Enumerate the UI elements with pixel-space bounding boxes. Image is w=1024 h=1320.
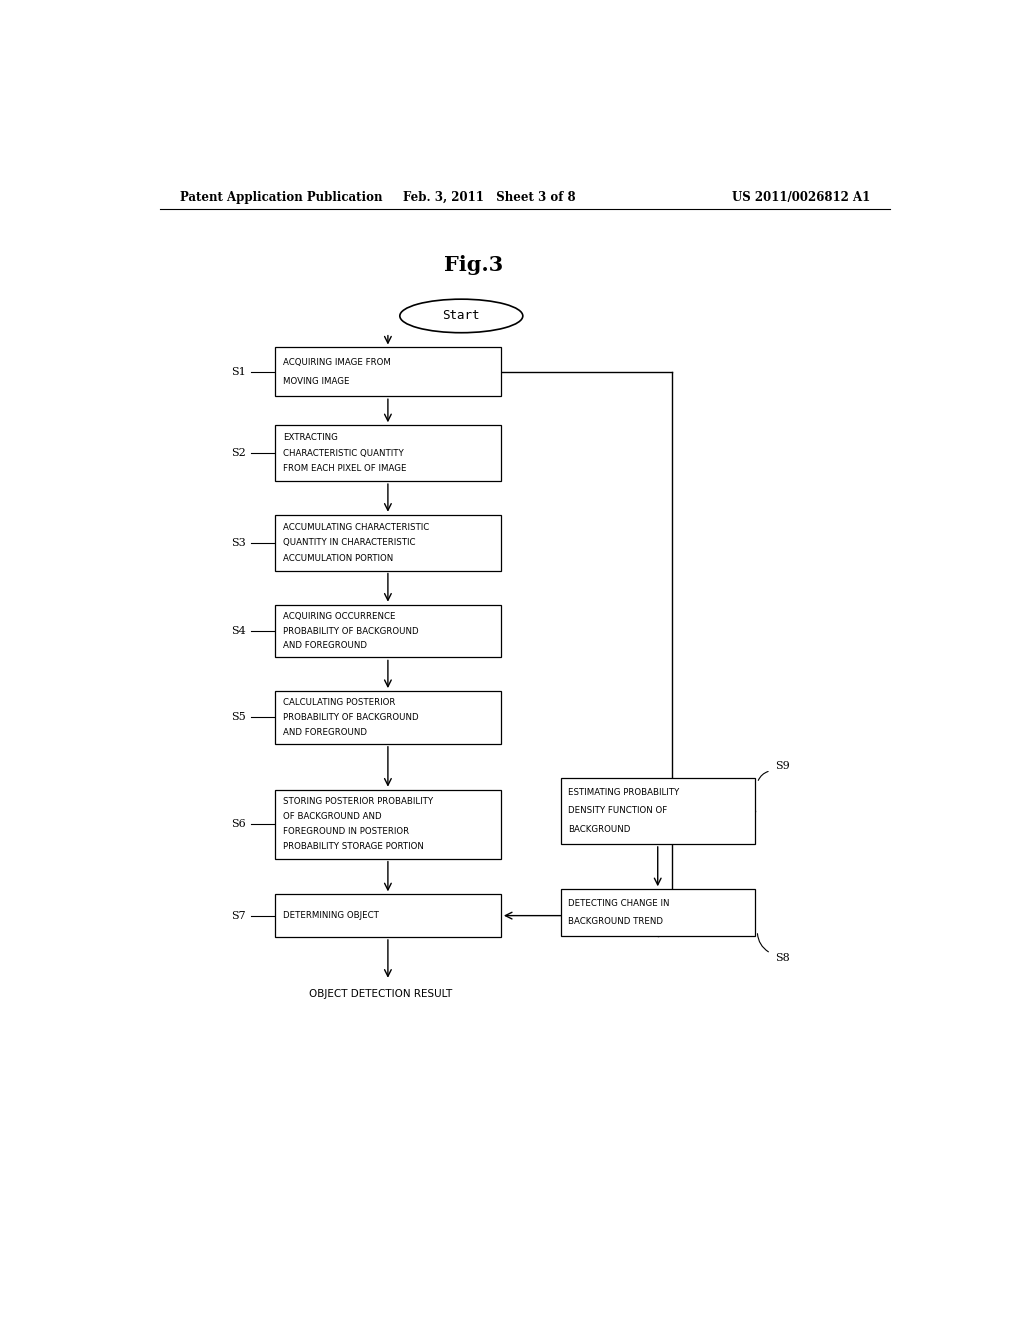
Text: OF BACKGROUND AND: OF BACKGROUND AND	[283, 812, 381, 821]
Text: S2: S2	[231, 449, 246, 458]
Text: AND FOREGROUND: AND FOREGROUND	[283, 642, 367, 651]
FancyBboxPatch shape	[274, 425, 501, 480]
Text: DENSITY FUNCTION OF: DENSITY FUNCTION OF	[568, 807, 668, 816]
Text: S3: S3	[231, 537, 246, 548]
Text: ACCUMULATION PORTION: ACCUMULATION PORTION	[283, 553, 393, 562]
Text: ACQUIRING IMAGE FROM: ACQUIRING IMAGE FROM	[283, 358, 390, 367]
FancyBboxPatch shape	[274, 690, 501, 744]
Text: EXTRACTING: EXTRACTING	[283, 433, 338, 442]
Text: S5: S5	[231, 713, 246, 722]
FancyBboxPatch shape	[560, 777, 755, 843]
Text: ACCUMULATING CHARACTERISTIC: ACCUMULATING CHARACTERISTIC	[283, 523, 429, 532]
Ellipse shape	[399, 300, 523, 333]
Text: S9: S9	[775, 760, 790, 771]
Text: Patent Application Publication: Patent Application Publication	[179, 190, 382, 203]
FancyBboxPatch shape	[274, 347, 501, 396]
Text: CALCULATING POSTERIOR: CALCULATING POSTERIOR	[283, 698, 395, 708]
FancyBboxPatch shape	[274, 605, 501, 657]
Text: S8: S8	[775, 953, 790, 964]
Text: PROBABILITY OF BACKGROUND: PROBABILITY OF BACKGROUND	[283, 713, 419, 722]
Text: AND FOREGROUND: AND FOREGROUND	[283, 727, 367, 737]
Text: S4: S4	[231, 626, 246, 636]
Text: DETERMINING OBJECT: DETERMINING OBJECT	[283, 911, 379, 920]
FancyBboxPatch shape	[274, 894, 501, 937]
Text: Feb. 3, 2011   Sheet 3 of 8: Feb. 3, 2011 Sheet 3 of 8	[402, 190, 575, 203]
Text: Fig.3: Fig.3	[443, 255, 503, 275]
Text: PROBABILITY STORAGE PORTION: PROBABILITY STORAGE PORTION	[283, 842, 424, 851]
Text: ESTIMATING PROBABILITY: ESTIMATING PROBABILITY	[568, 788, 680, 797]
Text: S7: S7	[231, 911, 246, 920]
FancyBboxPatch shape	[560, 890, 755, 936]
Text: OBJECT DETECTION RESULT: OBJECT DETECTION RESULT	[308, 989, 452, 999]
Text: US 2011/0026812 A1: US 2011/0026812 A1	[732, 190, 870, 203]
FancyBboxPatch shape	[274, 789, 501, 859]
Text: BACKGROUND: BACKGROUND	[568, 825, 631, 834]
Text: DETECTING CHANGE IN: DETECTING CHANGE IN	[568, 899, 670, 908]
Text: CHARACTERISTIC QUANTITY: CHARACTERISTIC QUANTITY	[283, 449, 403, 458]
Text: QUANTITY IN CHARACTERISTIC: QUANTITY IN CHARACTERISTIC	[283, 539, 416, 546]
Text: BACKGROUND TREND: BACKGROUND TREND	[568, 917, 664, 927]
Text: S1: S1	[231, 367, 246, 376]
Text: Start: Start	[442, 309, 480, 322]
Text: MOVING IMAGE: MOVING IMAGE	[283, 376, 349, 385]
Text: PROBABILITY OF BACKGROUND: PROBABILITY OF BACKGROUND	[283, 627, 419, 635]
Text: FOREGROUND IN POSTERIOR: FOREGROUND IN POSTERIOR	[283, 828, 409, 836]
FancyBboxPatch shape	[274, 515, 501, 570]
Text: S6: S6	[231, 820, 246, 829]
Text: STORING POSTERIOR PROBABILITY: STORING POSTERIOR PROBABILITY	[283, 797, 433, 807]
Text: ACQUIRING OCCURRENCE: ACQUIRING OCCURRENCE	[283, 612, 395, 620]
Text: FROM EACH PIXEL OF IMAGE: FROM EACH PIXEL OF IMAGE	[283, 465, 407, 473]
